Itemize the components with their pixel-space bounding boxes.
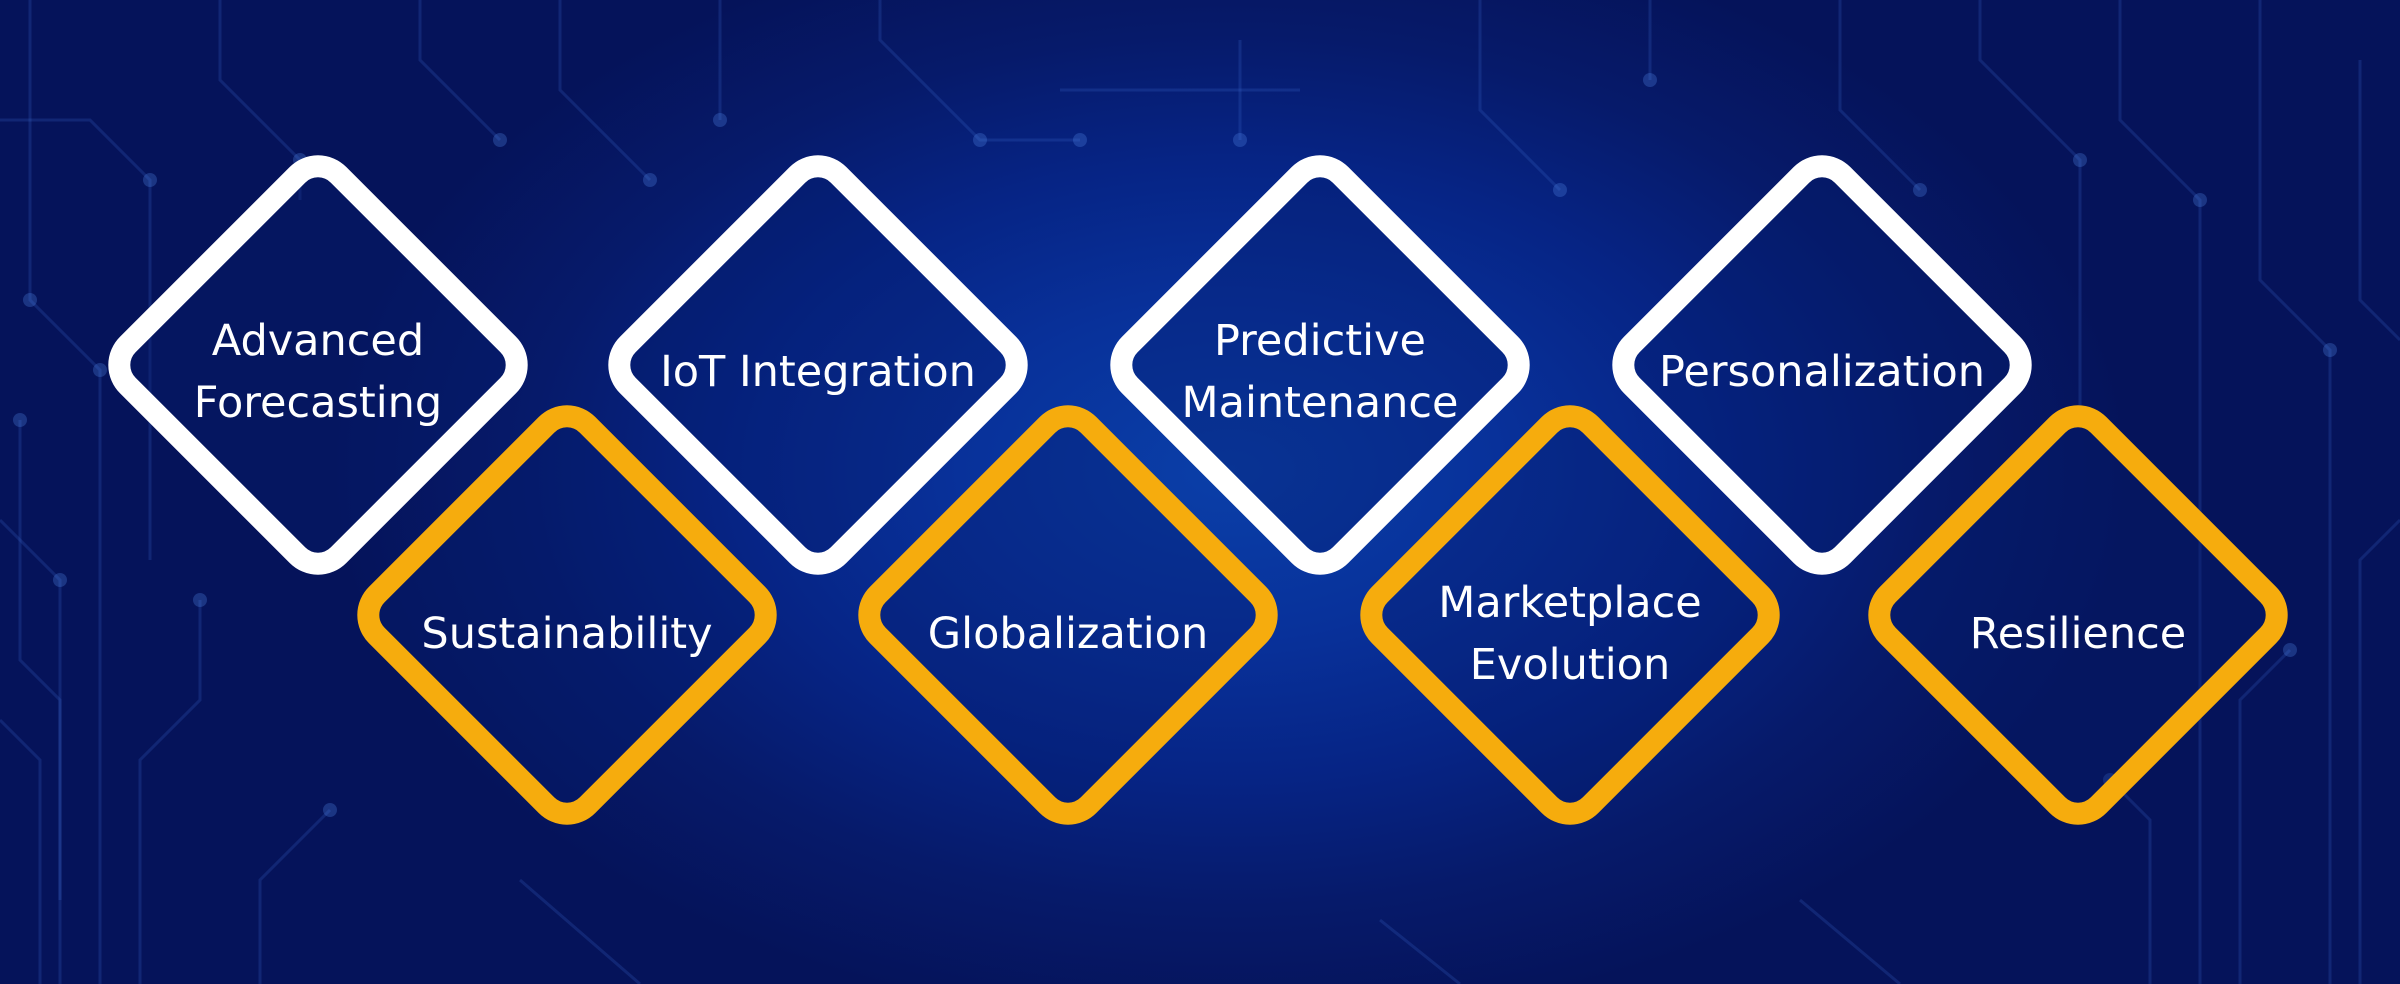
label-personalization: Personalization bbox=[1658, 347, 1986, 397]
label-iot-integration: IoT Integration bbox=[660, 347, 976, 397]
label-marketplace-evolution: Marketplace Evolution bbox=[1438, 578, 1702, 690]
label-resilience: Resilience bbox=[1969, 609, 2187, 659]
label-sustainability: Sustainability bbox=[421, 609, 713, 659]
label-predictive-maintenance: Predictive Maintenance bbox=[1181, 316, 1459, 428]
label-advanced-forecasting: Advanced Forecasting bbox=[193, 316, 443, 428]
label-globalization: Globalization bbox=[927, 609, 1209, 659]
